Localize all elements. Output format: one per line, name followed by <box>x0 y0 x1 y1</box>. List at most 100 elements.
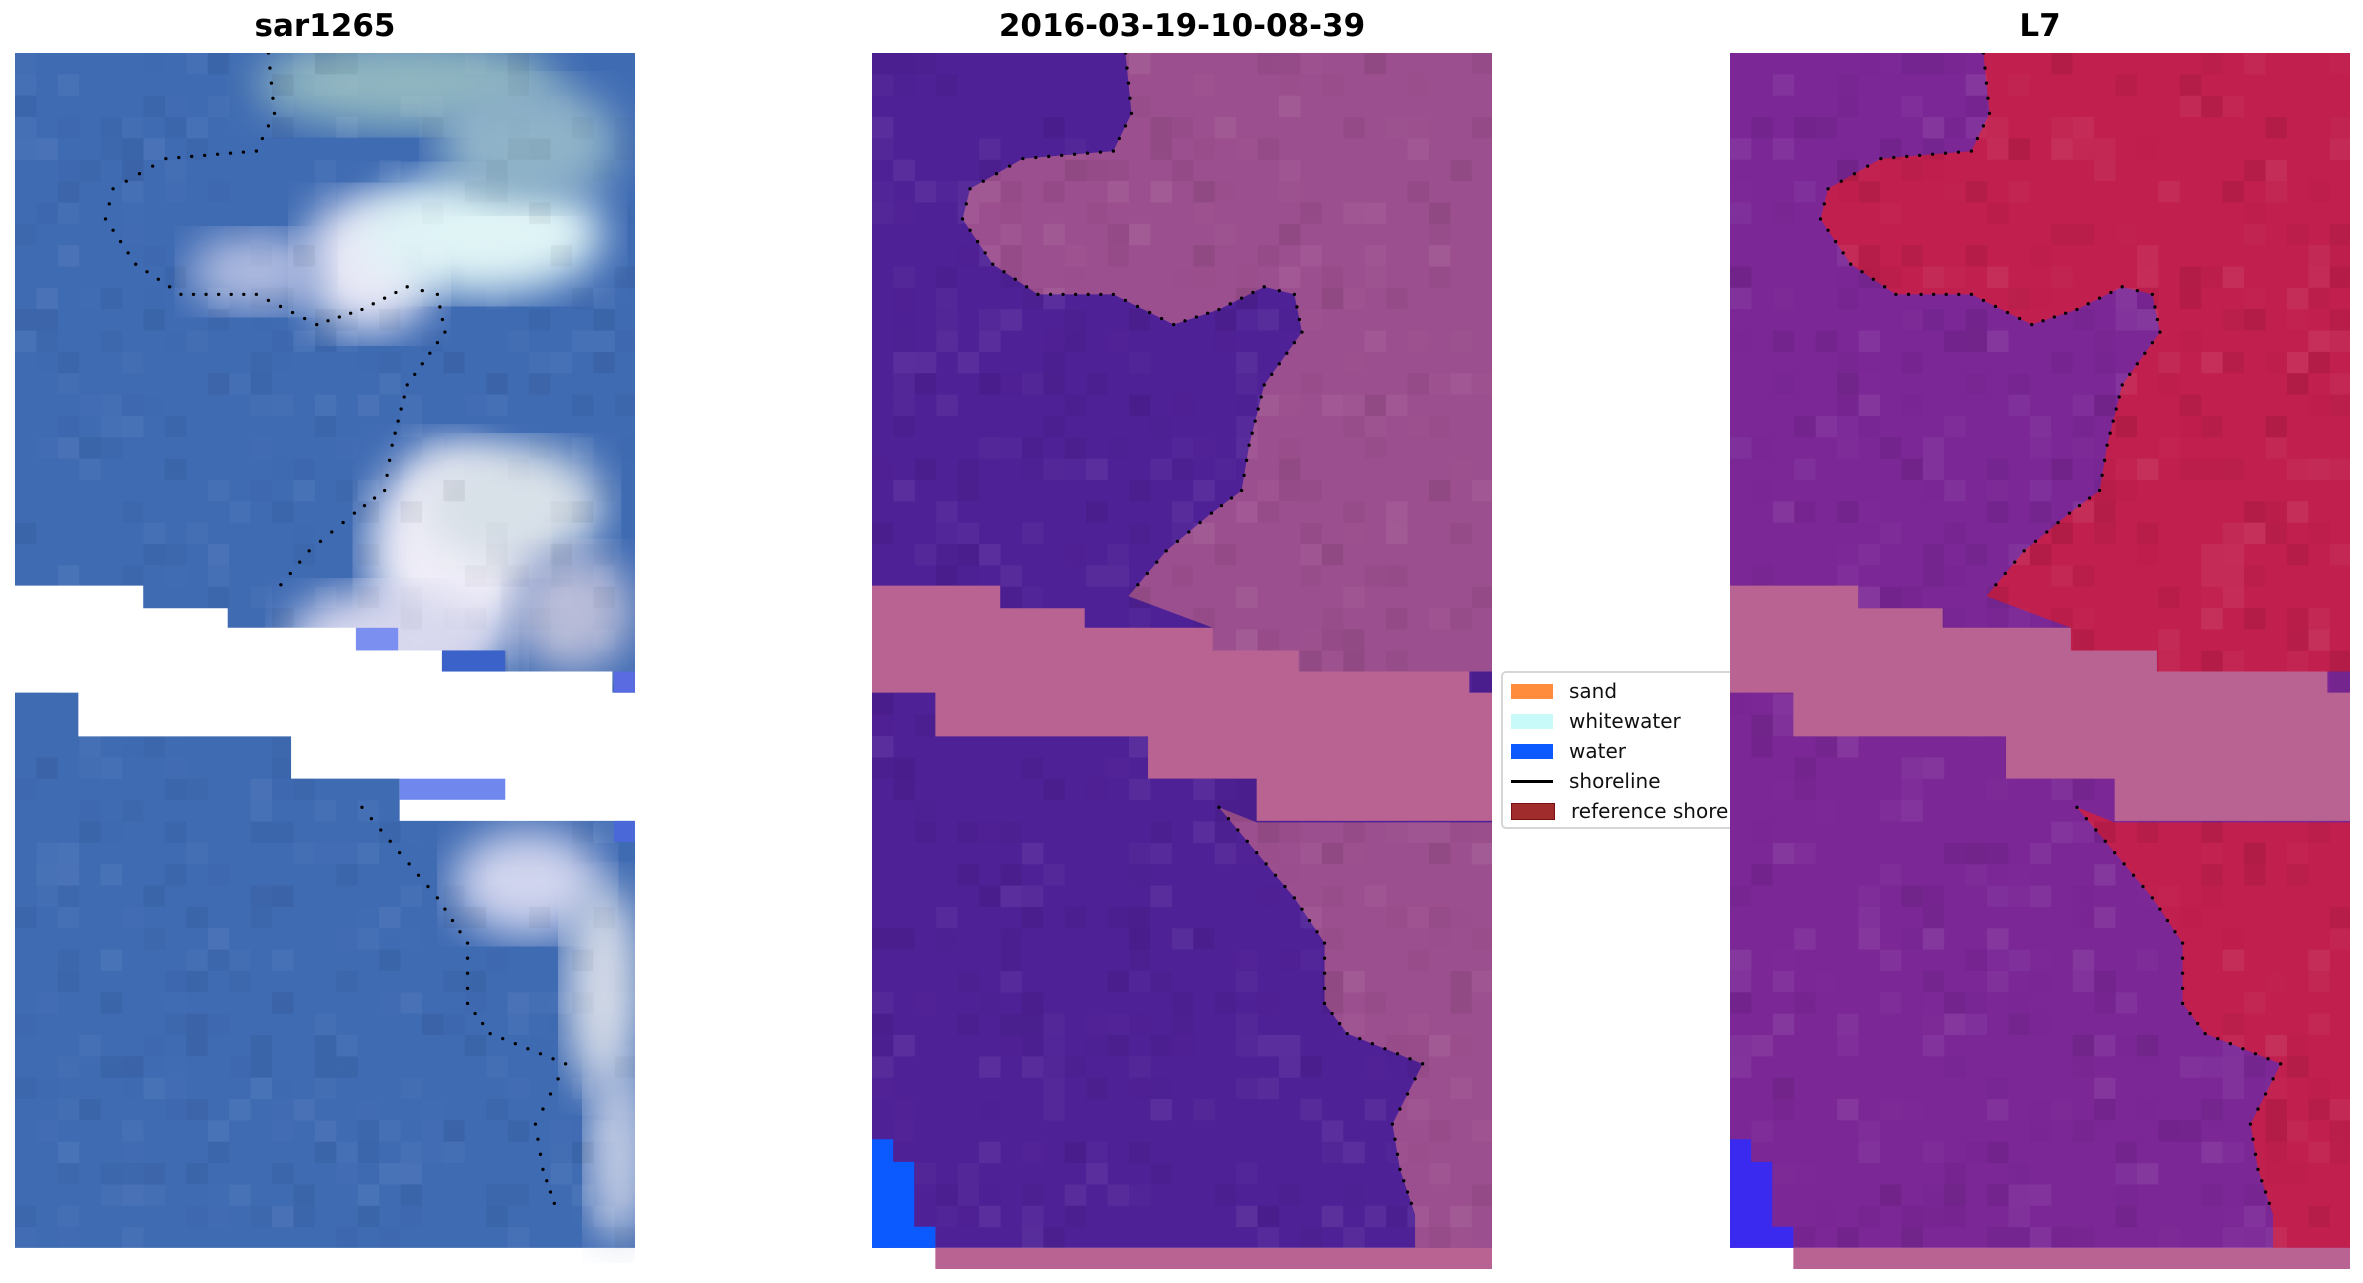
pixel <box>15 53 36 74</box>
pixel <box>165 544 186 565</box>
pixel <box>1730 1056 1751 1077</box>
pixel <box>2008 1227 2029 1248</box>
shoreline-dot <box>2254 1052 2257 1055</box>
pixel <box>1987 202 2008 223</box>
pixel <box>1193 608 1214 629</box>
shoreline-dot <box>125 180 128 183</box>
pixel <box>1429 928 1450 949</box>
pixel <box>1001 181 1022 202</box>
pixel <box>208 373 229 394</box>
pixel <box>2073 907 2094 928</box>
pixel <box>593 331 614 352</box>
pixel <box>2051 1099 2072 1120</box>
pixel <box>1215 160 1236 181</box>
pixel <box>122 160 143 181</box>
pixel <box>251 1056 272 1077</box>
pixel <box>1215 224 1236 245</box>
pixel <box>15 74 36 95</box>
pixel <box>422 96 443 117</box>
pixel <box>2201 886 2222 907</box>
shoreline-dot <box>1396 1153 1399 1156</box>
pixel <box>1944 53 1965 74</box>
pixel <box>358 501 379 522</box>
shoreline-dot <box>267 124 270 127</box>
pixel <box>2094 480 2115 501</box>
shoreline-dot <box>421 289 424 292</box>
pixel <box>1001 886 1022 907</box>
pixel <box>2244 565 2265 586</box>
pixel <box>1129 1056 1150 1077</box>
pixel <box>1472 53 1492 74</box>
pixel <box>379 1014 400 1035</box>
pixel <box>486 373 507 394</box>
pixel <box>186 1206 207 1227</box>
pixel <box>1086 459 1107 480</box>
pixel <box>15 800 36 821</box>
shoreline-dot <box>2136 289 2139 292</box>
shoreline-dot <box>1918 154 1921 157</box>
shoreline-dot <box>1217 308 1220 311</box>
pixel <box>2266 1099 2287 1120</box>
pixel <box>1065 1184 1086 1205</box>
pixel <box>1065 1056 1086 1077</box>
pixel <box>1065 907 1086 928</box>
pixel <box>508 1184 529 1205</box>
pixel <box>1923 1184 1944 1205</box>
pixel <box>1859 544 1880 565</box>
pixel <box>1944 331 1965 352</box>
pixel <box>1086 331 1107 352</box>
pixel <box>1022 843 1043 864</box>
shoreline-dot <box>526 1047 529 1050</box>
pixel <box>2073 608 2094 629</box>
pixel <box>1172 992 1193 1013</box>
pixel <box>1773 950 1794 971</box>
pixel <box>2308 245 2329 266</box>
pixel <box>272 608 293 629</box>
pixel <box>1450 608 1471 629</box>
pixel <box>615 117 635 138</box>
pixel <box>551 224 572 245</box>
pixel <box>422 480 443 501</box>
pixel <box>2116 416 2137 437</box>
shoreline-dot <box>2181 941 2184 944</box>
pixel <box>186 523 207 544</box>
shoreline-dot <box>2085 817 2088 820</box>
shoreline-dot <box>2122 862 2125 865</box>
pixel <box>1987 886 2008 907</box>
pixel <box>1901 53 1922 74</box>
pixel <box>358 1163 379 1184</box>
pixel <box>208 565 229 586</box>
pixel <box>2244 53 2265 74</box>
pixel <box>1837 288 1858 309</box>
pixel <box>936 907 957 928</box>
shoreline-dot <box>1323 957 1326 960</box>
pixel <box>1215 117 1236 138</box>
pixel <box>251 886 272 907</box>
pixel <box>1172 523 1193 544</box>
shoreline-dot <box>379 828 382 831</box>
pixel <box>2030 843 2051 864</box>
shoreline-dot <box>1210 511 1213 514</box>
pixel <box>208 53 229 74</box>
pixel <box>2030 1099 2051 1120</box>
pixel <box>486 1099 507 1120</box>
pixel <box>1236 629 1257 650</box>
pixel <box>486 565 507 586</box>
pixel <box>2308 181 2329 202</box>
pixel <box>1408 822 1429 843</box>
pixel <box>101 992 122 1013</box>
pixel <box>1944 181 1965 202</box>
pixel <box>144 138 165 159</box>
pixel <box>15 523 36 544</box>
pixel <box>315 1035 336 1056</box>
shoreline-dot <box>1183 319 1186 322</box>
pixel <box>1258 629 1279 650</box>
shoreline-dot <box>1227 817 1230 820</box>
pixel <box>593 629 614 650</box>
pixel <box>1108 245 1129 266</box>
shoreline-dot <box>2115 407 2118 410</box>
shoreline-dot <box>1099 293 1102 296</box>
pixel <box>936 1184 957 1205</box>
pixel <box>1901 1099 1922 1120</box>
pixel <box>529 992 550 1013</box>
